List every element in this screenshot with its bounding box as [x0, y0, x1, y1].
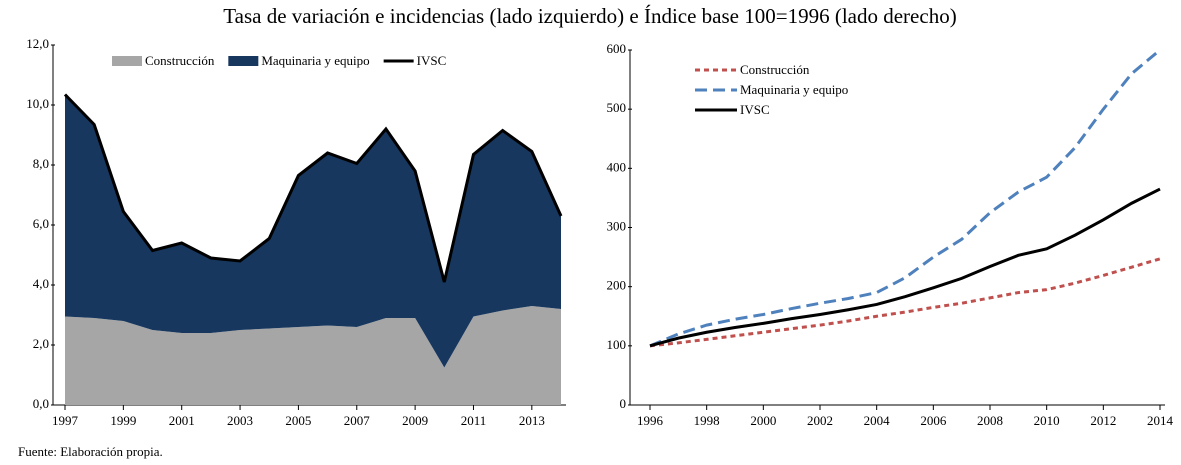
source: Fuente: Elaboración propia.	[18, 444, 163, 459]
line	[649, 187, 1161, 348]
y-tick-label: 10,0	[26, 96, 49, 111]
y-tick-label: 100	[607, 337, 627, 352]
x-tick-label: 1997	[52, 413, 79, 428]
x-tick-label: 2013	[519, 413, 545, 428]
legend-swatch	[228, 56, 259, 66]
legend-label: IVSC	[417, 53, 447, 68]
x-tick-label: 2009	[402, 413, 428, 428]
y-tick-label: 6,0	[33, 216, 49, 231]
x-tick-label: 2002	[807, 413, 833, 428]
x-tick-label: 2000	[750, 413, 776, 428]
y-tick-label: 2,0	[33, 336, 49, 351]
y-tick-label: 0,0	[33, 396, 49, 411]
y-tick-label: 12,0	[26, 36, 49, 51]
x-tick-label: 2014	[1147, 413, 1174, 428]
y-tick-label: 500	[607, 100, 627, 115]
line	[63, 93, 563, 283]
legend-label: Construcción	[145, 53, 215, 68]
legend-swatch	[112, 56, 142, 66]
x-tick-label: 2007	[344, 413, 371, 428]
x-tick-label: 1996	[637, 413, 664, 428]
y-tick-label: 200	[607, 278, 627, 293]
legend-label: Construcción	[740, 62, 810, 77]
x-tick-label: 2003	[227, 413, 253, 428]
y-tick-label: 4,0	[33, 276, 49, 291]
legend-label: Maquinaria y equipo	[261, 53, 369, 68]
area	[65, 94, 561, 368]
line	[649, 257, 1161, 348]
x-tick-label: 2001	[169, 413, 195, 428]
legend-label: Maquinaria y equipo	[740, 82, 848, 97]
x-tick-label: 2010	[1034, 413, 1060, 428]
x-tick-label: 2006	[920, 413, 947, 428]
line	[649, 48, 1161, 348]
x-tick-label: 2004	[864, 413, 891, 428]
x-tick-label: 2011	[461, 413, 487, 428]
area	[65, 306, 561, 405]
y-tick-label: 400	[607, 159, 627, 174]
y-tick-label: 0	[620, 396, 627, 411]
x-tick-label: 2008	[977, 413, 1003, 428]
chart-title: Tasa de variación e incidencias (lado iz…	[223, 4, 956, 28]
x-tick-label: 1999	[110, 413, 136, 428]
x-tick-label: 1998	[694, 413, 720, 428]
x-tick-label: 2012	[1090, 413, 1116, 428]
y-tick-label: 600	[607, 41, 627, 56]
y-tick-label: 300	[607, 218, 627, 233]
x-tick-label: 2005	[285, 413, 311, 428]
legend-label: IVSC	[740, 102, 770, 117]
y-tick-label: 8,0	[33, 156, 49, 171]
